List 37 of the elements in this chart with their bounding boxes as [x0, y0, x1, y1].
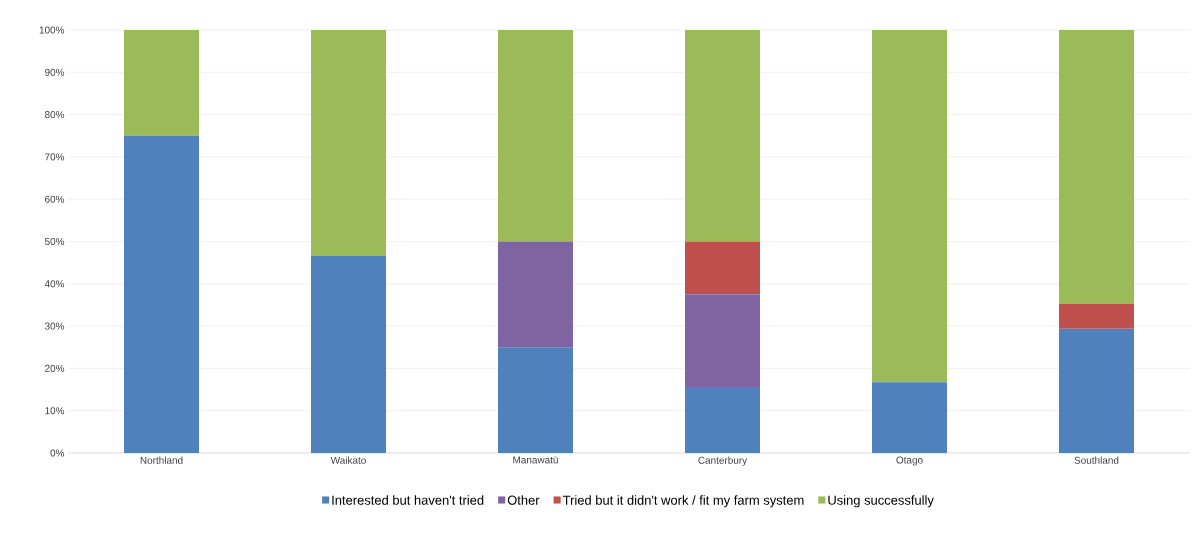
bar: [685, 30, 760, 242]
y-tick-label: 20%: [45, 364, 65, 372]
bar: [311, 255, 386, 453]
bar: [872, 30, 947, 383]
y-tick-label: 0%: [50, 449, 65, 457]
y-tick-label: 40%: [44, 280, 65, 288]
bar: [872, 382, 947, 453]
x-tick-label: Waikato: [330, 456, 366, 464]
x-tick-label: Northland: [140, 456, 183, 464]
bar: [498, 30, 573, 242]
bar: [498, 347, 573, 453]
x-tick-label: Canterbury: [698, 456, 748, 466]
y-tick-label: 10%: [45, 407, 65, 415]
bar: [1059, 303, 1134, 329]
bar: [685, 241, 760, 295]
x-tick-label: Southland: [1074, 456, 1119, 464]
y-tick-label: 70%: [45, 153, 65, 161]
bar: [1059, 30, 1134, 304]
bar: [498, 241, 573, 348]
bar: [124, 135, 199, 453]
y-tick-label: 30%: [44, 322, 65, 330]
x-tick-label: Manawatū: [513, 456, 558, 464]
y-tick-label: 50%: [44, 237, 65, 246]
bar: [1059, 328, 1134, 453]
legend-label: Interested but haven't tried: [332, 495, 484, 505]
y-tick-label: 90%: [45, 68, 65, 76]
legend-label: Tried but it didn't work / fit my farm system: [562, 495, 804, 508]
bar: [685, 387, 760, 453]
y-tick-label: 100%: [39, 26, 65, 34]
bar: [311, 30, 386, 256]
x-tick-label: Otago: [896, 456, 923, 466]
bar: [124, 30, 199, 136]
legend-label: Using successfully: [828, 495, 934, 508]
y-tick-label: 60%: [45, 195, 65, 203]
y-tick-label: 80%: [44, 111, 65, 119]
legend-label: Other: [507, 495, 540, 505]
bar: [685, 294, 760, 388]
